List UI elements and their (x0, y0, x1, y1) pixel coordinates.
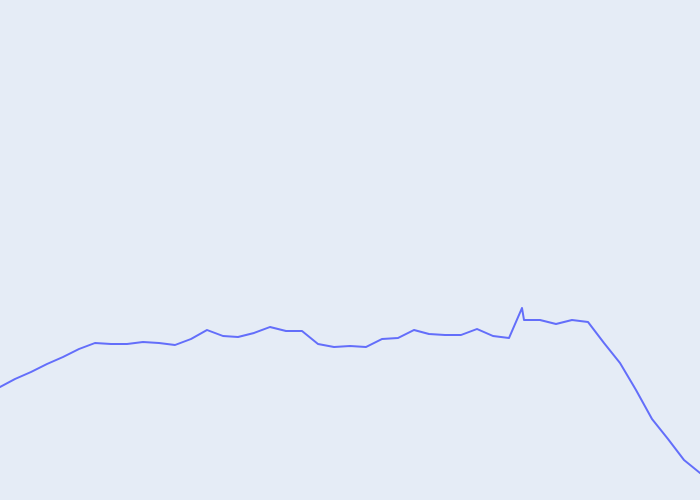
series-line-1 (0, 307, 700, 474)
series-layer (0, 307, 700, 474)
